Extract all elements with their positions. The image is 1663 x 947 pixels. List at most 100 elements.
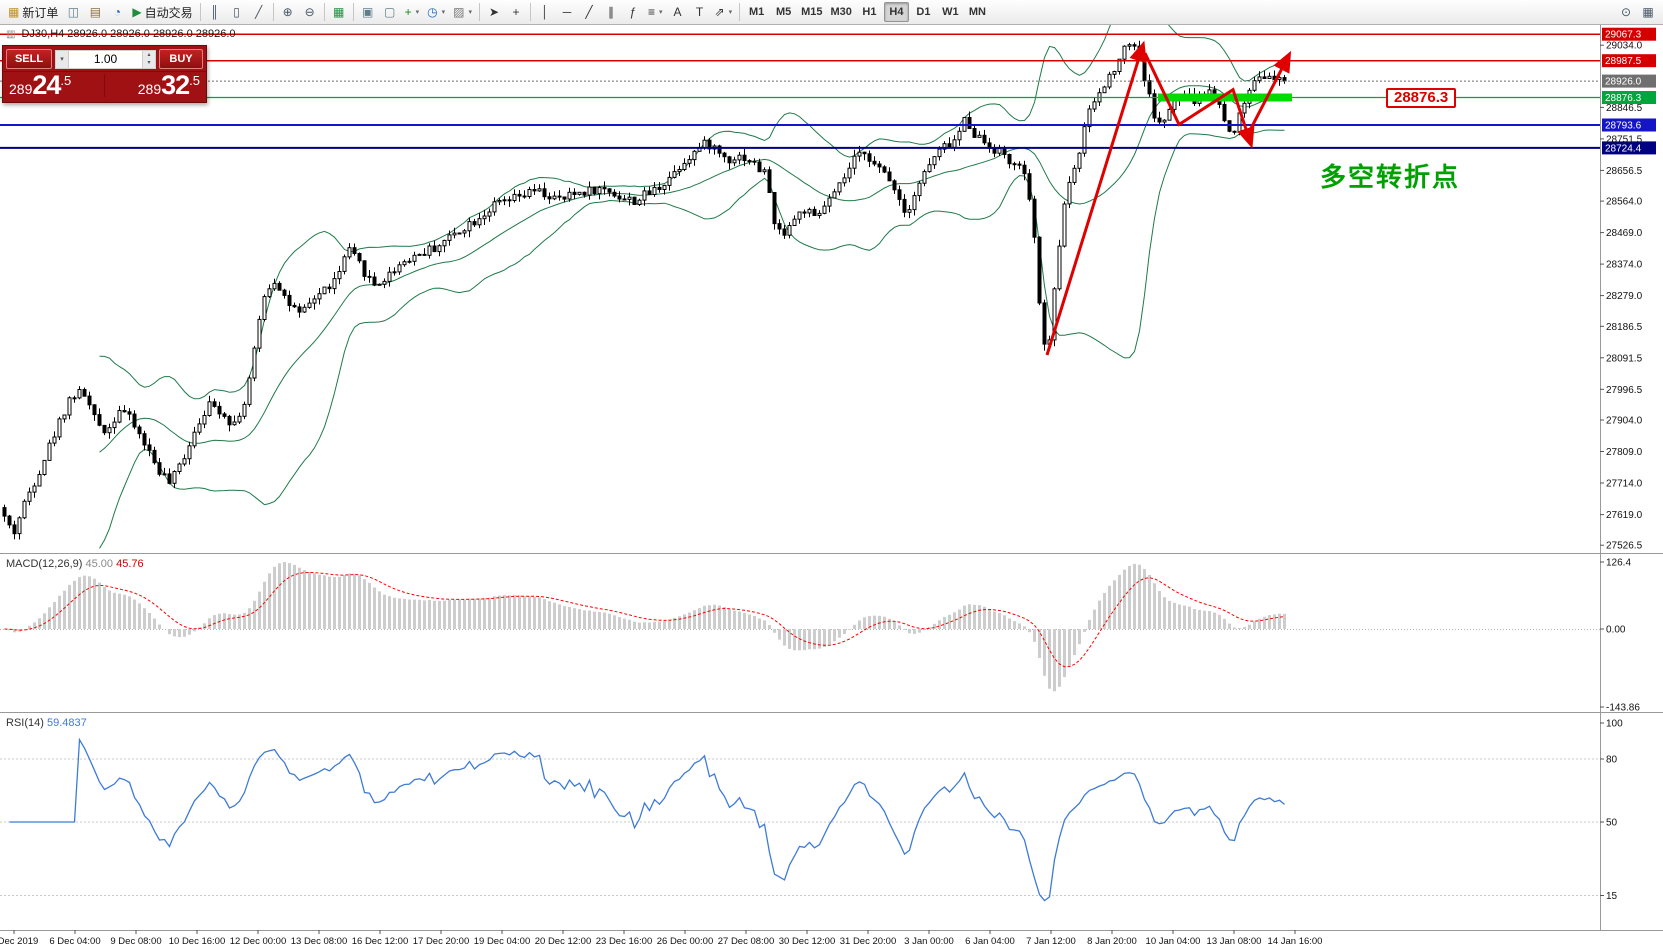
toolbar-button-label: 新订单: [22, 5, 59, 20]
toolbar-separator: [479, 3, 480, 21]
auto-trading-button[interactable]: ▶ 自动交易: [129, 2, 195, 22]
cursor-icon: ➤: [488, 5, 500, 19]
svg-text:9 Dec 08:00: 9 Dec 08:00: [110, 936, 161, 947]
lot-dropdown-icon[interactable]: ▾: [56, 50, 69, 68]
svg-text:6 Dec 04:00: 6 Dec 04:00: [49, 936, 100, 947]
profiles-icon: ▤: [89, 5, 102, 19]
text-button[interactable]: A: [668, 2, 688, 22]
toolbar-separator: [272, 3, 274, 21]
tile-windows-button[interactable]: ▦: [329, 2, 349, 22]
shapes-icon: ≡: [648, 5, 656, 19]
svg-text:28564.0: 28564.0: [1606, 197, 1643, 208]
chevron-down-icon: ▾: [728, 9, 733, 16]
zoom-out-button[interactable]: ⊖: [300, 2, 320, 22]
svg-text:20 Dec 12:00: 20 Dec 12:00: [535, 936, 592, 947]
buy-price-sup: .5: [189, 73, 200, 88]
toolbar-separator: [739, 3, 741, 21]
svg-text:10 Dec 16:00: 10 Dec 16:00: [169, 936, 226, 947]
workspace-button[interactable]: ▦: [1638, 2, 1658, 22]
toolbar-separator: [323, 3, 325, 21]
horizontal-line-button[interactable]: ─: [557, 2, 577, 22]
channel-icon: ∥: [608, 5, 614, 19]
toolbar-separator: [199, 3, 201, 21]
line-chart-button[interactable]: ╱: [249, 2, 269, 22]
label-button[interactable]: T: [690, 2, 710, 22]
new-order-icon: ▦: [8, 5, 20, 19]
toolbar: ▦ 新订单 ◫ ▤ ◔ ▶ 自动交易 ║ ▯ ╱ ⊕ ⊖ ▦ ▣ ▢ + ▾ ◷ ▾ ▨ ▾ ➤ + │ ─ ╱ ∥ ƒ ≡ ▾ A T ⇗ ▾ M…: [0, 0, 1663, 25]
alerts-button[interactable]: ◔: [107, 2, 127, 22]
svg-text:28751.5: 28751.5: [1606, 134, 1643, 145]
spin-down-icon[interactable]: ▾: [143, 59, 155, 68]
svg-text:14 Jan 16:00: 14 Jan 16:00: [1268, 936, 1323, 947]
bar-chart-button[interactable]: ║: [205, 2, 225, 22]
price-callout-label: 28876.3: [1386, 88, 1457, 108]
crosshair-icon: +: [512, 5, 520, 19]
timeframe-button-m15[interactable]: M15: [798, 2, 825, 22]
timeframe-button-h4[interactable]: H4: [883, 2, 909, 22]
timeframe-button-h1[interactable]: H1: [857, 2, 882, 22]
timeframe-button-m30[interactable]: M30: [828, 2, 855, 22]
timeframe-button-d1[interactable]: D1: [911, 2, 936, 22]
shapes-button[interactable]: ≡ ▾: [645, 2, 666, 22]
lot-spinner[interactable]: ▴ ▾: [142, 50, 155, 68]
cascade-windows-button[interactable]: ▢: [380, 2, 400, 22]
chart-window-mini-icon: ▥: [6, 28, 16, 40]
svg-text:28091.5: 28091.5: [1606, 353, 1643, 364]
toolbar-separator: [352, 3, 354, 21]
periods-icon: ◷: [427, 5, 438, 19]
svg-text:7 Jan 12:00: 7 Jan 12:00: [1026, 936, 1076, 947]
bar-chart-icon: ║: [210, 5, 219, 19]
fibonacci-button[interactable]: ƒ: [623, 2, 643, 22]
buy-button[interactable]: BUY: [159, 49, 203, 69]
svg-text:27619.0: 27619.0: [1606, 510, 1643, 521]
candlestick-chart-button[interactable]: ▯: [227, 2, 247, 22]
arrange-windows-icon: ▣: [361, 5, 374, 19]
sell-price-sup: .5: [60, 73, 72, 88]
svg-text:28469.0: 28469.0: [1606, 228, 1643, 239]
periods-button[interactable]: ◷ ▾: [424, 2, 448, 22]
sell-button[interactable]: SELL: [6, 49, 52, 69]
templates-button[interactable]: ▨ ▾: [450, 2, 475, 22]
symbol-ohlc-text: DJ30,H4 28926.0 28926.0 28926.0 28926.0: [21, 28, 236, 40]
arrange-windows-button[interactable]: ▣: [358, 2, 378, 22]
timeframe-button-mn[interactable]: MN: [965, 2, 990, 22]
vertical-line-button[interactable]: │: [535, 2, 555, 22]
cursor-button[interactable]: ➤: [484, 2, 504, 22]
toolbar-button-label: 自动交易: [144, 5, 193, 20]
svg-text:28846.5: 28846.5: [1606, 103, 1643, 114]
lot-size-control[interactable]: ▾ ▴ ▾: [55, 49, 156, 69]
sell-price-small: 289: [9, 81, 33, 97]
svg-text:28186.5: 28186.5: [1606, 322, 1643, 333]
vertical-line-icon: │: [541, 5, 549, 19]
chart-window-icon: ◫: [67, 5, 80, 19]
arrows-button[interactable]: ⇗ ▾: [712, 2, 736, 22]
channel-button[interactable]: ∥: [601, 2, 621, 22]
svg-text:27526.5: 27526.5: [1606, 541, 1643, 552]
chart-canvas[interactable]: 29067.3 28987.5 28926.0 28876.3 28793.6 28724…: [0, 25, 1663, 947]
svg-text:15: 15: [1606, 891, 1618, 902]
svg-text:17 Dec 20:00: 17 Dec 20:00: [413, 936, 470, 947]
trendline-button[interactable]: ╱: [579, 2, 599, 22]
search-button[interactable]: ⊙: [1616, 2, 1636, 22]
trade-panel-divider: [104, 74, 105, 97]
lot-input[interactable]: [69, 52, 142, 66]
chart-window-button[interactable]: ◫: [63, 2, 83, 22]
spin-up-icon[interactable]: ▴: [143, 50, 155, 59]
trend-arrows: [1045, 40, 1292, 356]
chevron-down-icon: ▾: [441, 9, 446, 16]
timeframe-button-m1[interactable]: M1: [744, 2, 769, 22]
timeframe-button-m5[interactable]: M5: [771, 2, 796, 22]
chart-region: 29067.3 28987.5 28926.0 28876.3 28793.6 28724…: [0, 25, 1663, 947]
indicators-button[interactable]: + ▾: [402, 2, 423, 22]
svg-text:28876.3: 28876.3: [1605, 93, 1642, 104]
new-order-button[interactable]: ▦ 新订单: [5, 2, 61, 22]
timeframe-button-w1[interactable]: W1: [938, 2, 963, 22]
zoom-in-button[interactable]: ⊕: [278, 2, 298, 22]
rsi-label: RSI(14) 59.4837: [6, 717, 87, 729]
buy-price: 289 32 .5: [109, 72, 200, 99]
crosshair-button[interactable]: +: [506, 2, 526, 22]
macd-panel: MACD(12,26,9) 45.00 45.76 126.4 0.00 -143.8…: [0, 558, 1640, 714]
trade-panel-controls: SELL ▾ ▴ ▾ BUY: [3, 46, 206, 71]
profiles-button[interactable]: ▤: [85, 2, 105, 22]
svg-text:13 Dec 08:00: 13 Dec 08:00: [291, 936, 348, 947]
